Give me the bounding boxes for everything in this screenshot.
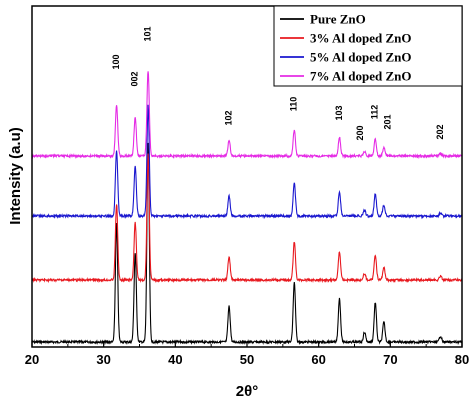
- x-tick-label-40: 40: [168, 352, 182, 367]
- x-tick-label-50: 50: [240, 352, 254, 367]
- legend: Pure ZnO 3% Al doped ZnO 5% Al doped ZnO 7%…: [273, 5, 463, 87]
- x-tick-label-30: 30: [96, 352, 110, 367]
- x-tick-label-70: 70: [383, 352, 397, 367]
- x-axis-title: 2θ°: [236, 383, 258, 400]
- peak-label-103: 103: [334, 105, 344, 120]
- legend-label-4: 7% Al doped ZnO: [310, 69, 412, 84]
- series-line-2: [31, 153, 463, 284]
- x-axis-ticks: 20 30 40 50 60 70 80: [25, 341, 469, 367]
- legend-label-2: 3% Al doped ZnO: [310, 31, 412, 46]
- series-layer: [31, 71, 463, 346]
- series-line-3: [31, 104, 463, 220]
- peak-label-202: 202: [435, 124, 445, 139]
- peak-label-110: 110: [289, 97, 299, 112]
- legend-box: [273, 5, 463, 87]
- peak-label-101: 101: [142, 26, 152, 41]
- peak-label-201: 201: [382, 114, 392, 129]
- series-line-1: [31, 142, 463, 346]
- peak-label-002: 002: [130, 71, 140, 86]
- x-tick-label-60: 60: [311, 352, 325, 367]
- series-line-4: [31, 71, 463, 160]
- legend-label-3: 5% Al doped ZnO: [310, 50, 412, 65]
- peak-label-112: 112: [370, 105, 380, 120]
- legend-label-1: Pure ZnO: [310, 12, 366, 27]
- x-tick-label-20: 20: [25, 352, 39, 367]
- x-tick-label-80: 80: [455, 352, 469, 367]
- y-axis-title: Intensity (a.u): [7, 127, 24, 225]
- peak-label-200: 200: [355, 125, 365, 140]
- peak-label-102: 102: [223, 110, 233, 125]
- peak-label-100: 100: [111, 54, 121, 69]
